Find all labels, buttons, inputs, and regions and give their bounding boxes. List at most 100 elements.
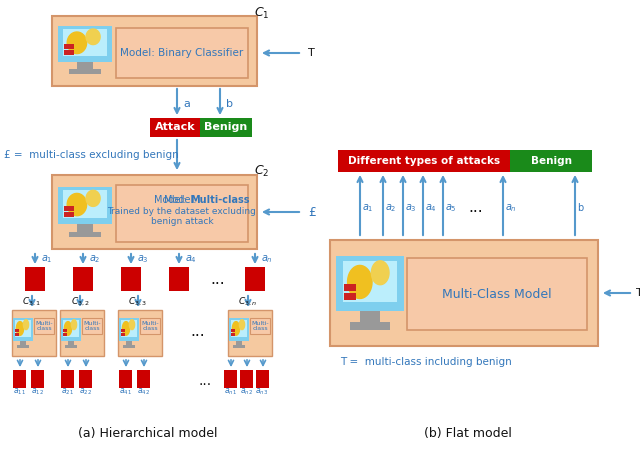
Text: $C_{3,3}$: $C_{3,3}$: [129, 296, 147, 308]
Text: Multi-
class: Multi- class: [83, 321, 101, 331]
Bar: [169, 267, 189, 291]
Bar: [122, 333, 125, 336]
Text: $a_2$: $a_2$: [385, 202, 397, 214]
Bar: [58, 187, 112, 225]
Bar: [15, 329, 19, 332]
Polygon shape: [67, 32, 86, 54]
Text: $a_4$: $a_4$: [425, 202, 437, 214]
Bar: [231, 320, 247, 337]
Bar: [65, 50, 74, 55]
Text: Benign: Benign: [531, 156, 572, 166]
Text: Multi-
class: Multi- class: [251, 321, 269, 331]
Text: T =  multi-class including benign: T = multi-class including benign: [340, 357, 512, 367]
Text: $a_2$: $a_2$: [89, 253, 100, 265]
Text: $a_n$: $a_n$: [261, 253, 273, 265]
Text: T: T: [636, 288, 640, 298]
Polygon shape: [65, 322, 72, 335]
Text: $a_5$: $a_5$: [445, 202, 457, 214]
Bar: [68, 341, 74, 345]
Bar: [336, 256, 404, 311]
Bar: [140, 318, 160, 334]
Bar: [338, 150, 510, 172]
Bar: [52, 175, 257, 249]
Polygon shape: [86, 190, 100, 207]
Bar: [79, 370, 92, 388]
Text: ...: ...: [468, 201, 483, 216]
Bar: [69, 232, 101, 237]
Polygon shape: [24, 320, 29, 330]
Bar: [20, 341, 26, 345]
Bar: [250, 318, 270, 334]
Bar: [118, 310, 162, 356]
Text: $a_1$: $a_1$: [362, 202, 374, 214]
Text: $a_{21}$: $a_{21}$: [61, 387, 74, 397]
Bar: [116, 28, 248, 78]
Text: $C_{3,2}$: $C_{3,2}$: [70, 296, 90, 308]
Bar: [126, 341, 132, 345]
Text: benign attack: benign attack: [150, 216, 213, 226]
Bar: [65, 206, 74, 211]
Text: Multi-
class: Multi- class: [141, 321, 159, 331]
Bar: [119, 318, 139, 341]
Text: $C_{3,n}$: $C_{3,n}$: [239, 296, 257, 308]
Bar: [137, 370, 150, 388]
Bar: [31, 370, 44, 388]
Text: $a_{22}$: $a_{22}$: [79, 387, 92, 397]
Bar: [123, 345, 135, 348]
Bar: [232, 333, 235, 336]
Bar: [77, 62, 93, 69]
Bar: [330, 240, 598, 346]
Bar: [229, 318, 249, 341]
Text: (a) Hierarchical model: (a) Hierarchical model: [78, 427, 218, 440]
Text: $a_{n1}$: $a_{n1}$: [223, 387, 236, 397]
Polygon shape: [17, 322, 24, 335]
Polygon shape: [122, 322, 129, 335]
Bar: [200, 118, 252, 137]
Polygon shape: [86, 29, 100, 45]
Bar: [34, 318, 54, 334]
Bar: [63, 329, 67, 332]
Text: $a_{n2}$: $a_{n2}$: [239, 387, 252, 397]
Bar: [116, 185, 248, 242]
Text: $a_{42}$: $a_{42}$: [136, 387, 150, 397]
Text: Multi-class: Multi-class: [190, 195, 250, 205]
Bar: [63, 333, 67, 336]
Bar: [407, 258, 587, 330]
Bar: [121, 267, 141, 291]
Bar: [344, 284, 356, 291]
Text: $a_{12}$: $a_{12}$: [31, 387, 44, 397]
Bar: [122, 329, 125, 332]
Text: Model:: Model:: [164, 195, 200, 205]
Bar: [256, 370, 269, 388]
Text: £ =  multi-class excluding benign: £ = multi-class excluding benign: [4, 150, 179, 160]
Text: a: a: [183, 99, 190, 109]
Bar: [119, 370, 132, 388]
Polygon shape: [232, 322, 239, 335]
Bar: [236, 341, 242, 345]
Bar: [15, 333, 19, 336]
Bar: [510, 150, 592, 172]
Bar: [15, 320, 31, 337]
Text: $a_{41}$: $a_{41}$: [118, 387, 131, 397]
Bar: [63, 320, 79, 337]
Bar: [77, 225, 93, 232]
Bar: [25, 267, 45, 291]
Text: (b) Flat model: (b) Flat model: [424, 427, 512, 440]
Bar: [228, 310, 272, 356]
Text: b: b: [577, 203, 583, 213]
Text: Model: Binary Classifier: Model: Binary Classifier: [120, 48, 244, 58]
Text: $a_{n3}$: $a_{n3}$: [255, 387, 269, 397]
Text: Multi-
class: Multi- class: [35, 321, 53, 331]
Text: Attack: Attack: [155, 122, 195, 132]
Text: b: b: [226, 99, 233, 109]
Bar: [60, 310, 104, 356]
Bar: [121, 320, 137, 337]
Text: $a_n$: $a_n$: [505, 202, 517, 214]
Text: Model:: Model:: [154, 195, 189, 205]
Text: $C_{3,1}$: $C_{3,1}$: [22, 296, 42, 308]
Bar: [82, 318, 102, 334]
Text: ...: ...: [198, 374, 212, 388]
Text: $a_3$: $a_3$: [137, 253, 148, 265]
Bar: [58, 26, 112, 62]
Polygon shape: [371, 261, 389, 285]
